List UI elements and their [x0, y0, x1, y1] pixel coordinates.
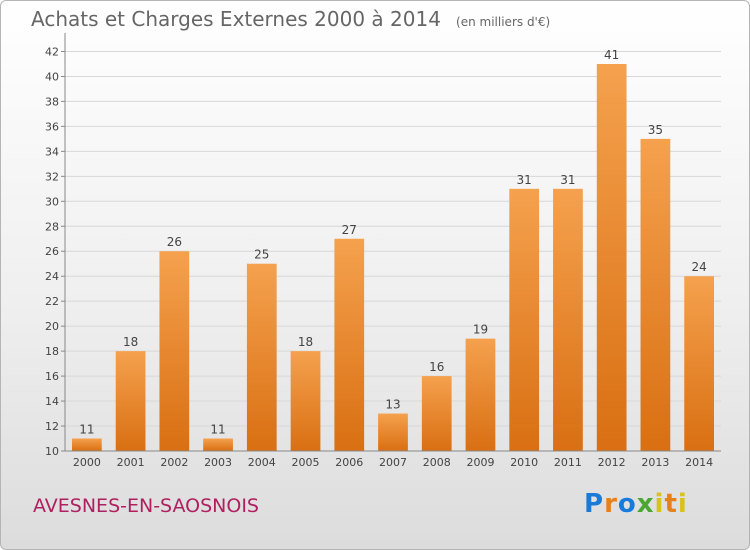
bar-2010[interactable] [509, 188, 540, 451]
value-label-2010: 31 [517, 173, 532, 187]
logo-letter: o [617, 489, 637, 519]
y-tick-label-24: 24 [45, 270, 59, 283]
value-label-2012: 41 [604, 48, 619, 62]
bar-2000[interactable] [71, 438, 102, 451]
bar-2012[interactable] [596, 63, 627, 451]
y-tick-label-18: 18 [45, 345, 59, 358]
chart-title-main: Achats et Charges Externes 2000 à 2014 [31, 7, 441, 31]
bar-2014[interactable] [684, 276, 715, 451]
logo-letter: P [584, 489, 605, 519]
value-label-2014: 24 [691, 260, 706, 274]
logo-letter: r [604, 489, 618, 519]
y-tick-label-38: 38 [45, 95, 59, 108]
x-tick-label-2003: 2003 [204, 456, 232, 469]
value-label-2013: 35 [648, 123, 663, 137]
y-tick-label-10: 10 [45, 445, 59, 458]
y-tick-label-36: 36 [45, 120, 59, 133]
y-tick-label-20: 20 [45, 320, 59, 333]
logo-letter: i [654, 489, 665, 519]
logo-letter: t [664, 489, 678, 519]
bar-2002[interactable] [159, 251, 190, 451]
x-tick-label-2011: 2011 [554, 456, 582, 469]
bar-2001[interactable] [115, 351, 146, 451]
bar-2003[interactable] [203, 438, 233, 451]
logo-letter: i [677, 489, 688, 519]
bar-2008[interactable] [421, 376, 452, 451]
chart-title-unit: (en milliers d'€) [456, 15, 551, 29]
y-tick-label-34: 34 [45, 145, 59, 158]
axis-layer: 10 12 14 16 18 20 22 24 26 28 30 32 34 36 38 40 42 2000 20… [45, 33, 721, 469]
value-label-2011: 31 [560, 173, 575, 187]
bar-2005[interactable] [290, 351, 321, 451]
y-tick-label-28: 28 [45, 220, 59, 233]
bar-2011[interactable] [553, 188, 583, 451]
bar-2009[interactable] [465, 338, 496, 451]
y-tick-label-32: 32 [45, 170, 59, 183]
x-tick-label-2004: 2004 [248, 456, 276, 469]
x-tick-label-2006: 2006 [335, 456, 363, 469]
y-tick-label-30: 30 [45, 195, 59, 208]
x-tick-label-2000: 2000 [73, 456, 101, 469]
y-tick-label-42: 42 [45, 45, 59, 58]
x-tick-label-2001: 2001 [117, 456, 145, 469]
value-label-2000: 11 [79, 423, 94, 437]
x-tick-label-2010: 2010 [510, 456, 538, 469]
x-tick-label-2008: 2008 [423, 456, 451, 469]
y-tick-label-26: 26 [45, 245, 59, 258]
logo-letter: x [636, 489, 655, 519]
x-tick-label-2002: 2002 [160, 456, 188, 469]
proxiti-logo[interactable]: Proxiti [584, 489, 688, 519]
bar-2007[interactable] [378, 413, 408, 451]
y-tick-label-16: 16 [45, 370, 59, 383]
value-label-2006: 27 [342, 223, 357, 237]
value-label-2009: 19 [473, 323, 488, 337]
value-label-2008: 16 [429, 360, 444, 374]
value-label-2004: 25 [254, 248, 269, 262]
bar-2013[interactable] [640, 138, 671, 451]
value-label-2007: 13 [385, 398, 400, 412]
x-tick-label-2005: 2005 [292, 456, 320, 469]
x-tick-label-2014: 2014 [685, 456, 713, 469]
bar-layer: 11 18 26 11 25 18 27 13 16 19 31 31 41 35 24 [71, 48, 715, 451]
bar-2006[interactable] [334, 238, 365, 451]
chart-title: Achats et Charges Externes 2000 à 2014 (… [31, 7, 550, 31]
value-label-2001: 18 [123, 335, 138, 349]
commune-name: AVESNES-EN-SAOSNOIS [33, 495, 259, 517]
bar-2004[interactable] [246, 263, 277, 451]
y-tick-label-22: 22 [45, 295, 59, 308]
value-label-2002: 26 [167, 235, 182, 249]
x-tick-label-2009: 2009 [466, 456, 494, 469]
x-tick-label-2007: 2007 [379, 456, 407, 469]
y-tick-label-12: 12 [45, 420, 59, 433]
value-label-2005: 18 [298, 335, 313, 349]
x-tick-label-2012: 2012 [598, 456, 626, 469]
y-tick-label-14: 14 [45, 395, 59, 408]
x-tick-label-2013: 2013 [641, 456, 669, 469]
y-tick-label-40: 40 [45, 70, 59, 83]
value-label-2003: 11 [210, 423, 225, 437]
